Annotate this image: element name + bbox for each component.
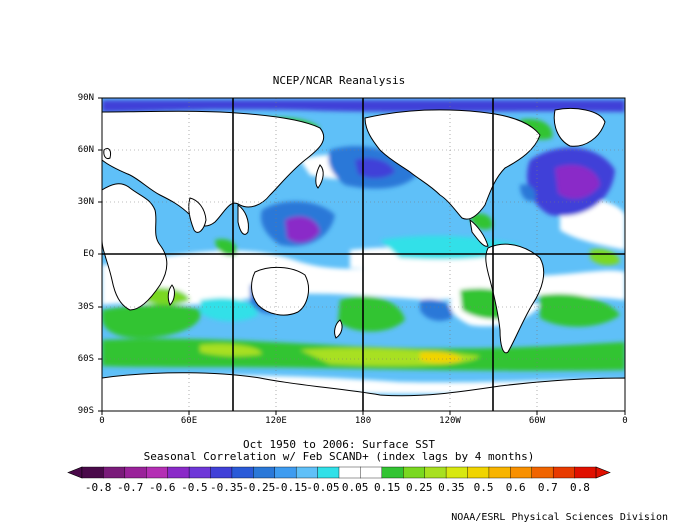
colorbar-tick-label: -0.35 <box>210 481 244 494</box>
colorbar-arrow-high <box>595 466 611 479</box>
colorbar-swatch <box>445 466 468 479</box>
lat-label-eq: EQ <box>83 249 94 259</box>
colorbar-tick-label: -0.15 <box>274 481 308 494</box>
uk <box>103 147 111 159</box>
colorbar-swatch <box>274 466 297 479</box>
lat-label-90s: 90S <box>77 406 94 416</box>
colorbar-tick-label: 0.25 <box>406 481 433 494</box>
new-zealand <box>334 319 343 339</box>
lat-label-60s: 60S <box>77 354 94 364</box>
colorbar-swatch <box>574 466 597 479</box>
colorbar-tick-label: -0.8 <box>84 481 112 494</box>
colorbar-swatch <box>424 466 447 479</box>
colorbar-swatch <box>338 466 361 479</box>
colorbar-tick-label: -0.25 <box>242 481 276 494</box>
colorbar-swatch <box>360 466 383 479</box>
colorbar-swatch <box>317 466 340 479</box>
colorbar-swatch <box>552 466 576 479</box>
lon-label-60e: 60E <box>180 416 198 426</box>
lat-label-60n: 60N <box>77 145 94 155</box>
colorbar-tick-label: 0.6 <box>505 481 526 494</box>
colorbar-swatch <box>146 466 169 479</box>
colorbar-swatch <box>124 466 147 479</box>
colorbar-tick-label: 0.05 <box>341 481 369 494</box>
lat-label-90n: 90N <box>77 93 94 103</box>
colorbar-swatch <box>381 466 404 479</box>
south-america <box>485 243 545 354</box>
madagascar <box>167 284 175 306</box>
lon-label-60w: 60W <box>528 416 546 426</box>
colorbar-swatch <box>81 466 104 479</box>
colorbar-tick-label: -0.7 <box>116 481 144 494</box>
lat-label-30n: 30N <box>77 197 94 207</box>
colorbar-swatch <box>531 466 554 479</box>
se-asia <box>237 204 249 235</box>
axis-ticks <box>98 97 626 415</box>
colorbar <box>67 466 611 479</box>
colorbar-arrow-low <box>67 466 83 479</box>
lon-label-180: 180 <box>354 416 372 426</box>
reference-lines <box>102 98 625 411</box>
japan <box>315 164 324 189</box>
colorbar-swatch <box>188 466 212 479</box>
india <box>188 197 207 233</box>
colorbar-tick-label: 0.5 <box>473 481 494 494</box>
lat-label-30s: 30S <box>77 302 94 312</box>
caption-period: Oct 1950 to 2006: Surface SST <box>242 438 436 451</box>
africa <box>102 183 168 311</box>
lon-label-0-east: 0 <box>622 416 628 426</box>
colorbar-swatch <box>488 466 511 479</box>
lon-label-120w: 120W <box>439 416 461 426</box>
colorbar-swatch <box>510 466 533 479</box>
credit-text: NOAA/ESRL Physical Sciences Division <box>451 512 668 523</box>
colorbar-swatch <box>167 466 190 479</box>
colorbar-tick-label: -0.05 <box>306 481 340 494</box>
colorbar-swatch <box>103 466 126 479</box>
figure-title: NCEP/NCAR Reanalysis <box>272 74 406 87</box>
colorbar-swatch <box>403 466 426 479</box>
north-america <box>364 109 541 220</box>
colorbar-tick-label: 0.8 <box>569 481 590 494</box>
colorbar-tick-label: 0.35 <box>438 481 465 494</box>
greenland <box>553 108 606 147</box>
lon-label-120e: 120E <box>265 416 287 426</box>
colorbar-swatch <box>295 466 319 479</box>
colorbar-tick-label: -0.6 <box>149 481 176 494</box>
central-america <box>469 218 489 247</box>
lon-label-0: 0 <box>99 416 105 426</box>
colorbar-swatch <box>253 466 276 479</box>
eurasia <box>102 110 325 227</box>
colorbar-tick-label: -0.5 <box>181 481 208 494</box>
colorbar-swatch <box>467 466 490 479</box>
australia <box>251 267 309 316</box>
colorbar-swatch <box>210 466 233 479</box>
colorbar-tick-label: 0.15 <box>373 481 401 494</box>
colorbar-tick-label: 0.7 <box>537 481 558 494</box>
caption-description: Seasonal Correlation w/ Feb SCAND+ (inde… <box>143 450 535 463</box>
colorbar-swatch <box>231 466 254 479</box>
